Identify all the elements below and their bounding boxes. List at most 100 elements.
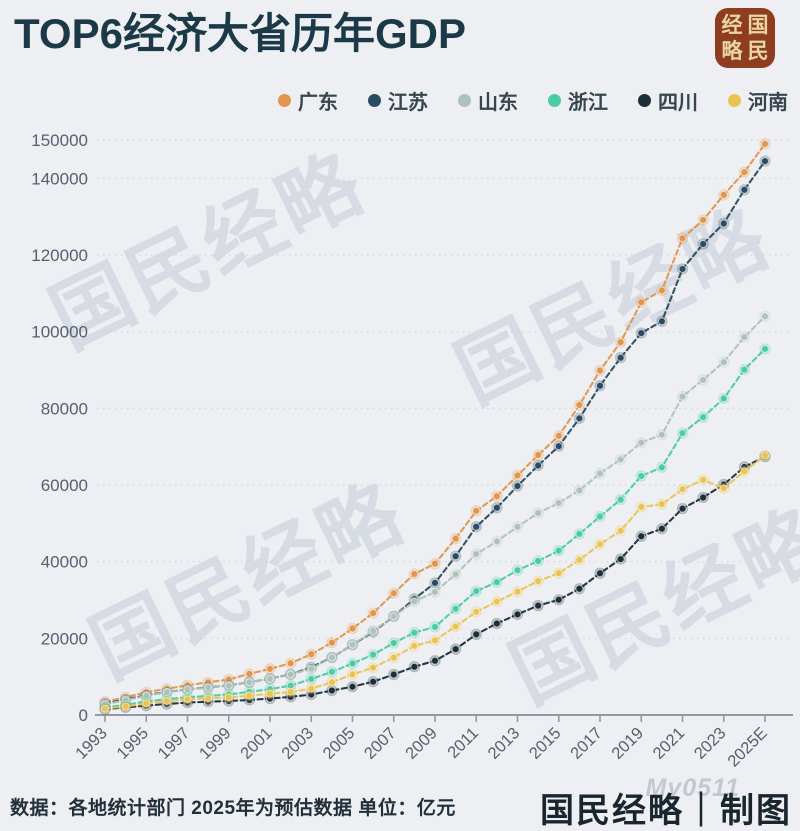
data-point (719, 394, 728, 403)
data-point (492, 503, 501, 512)
data-point (307, 674, 316, 683)
data-point (699, 413, 708, 422)
data-point (657, 286, 666, 295)
data-point (348, 682, 357, 691)
data-point (101, 704, 109, 713)
series-line (103, 142, 767, 703)
data-point (637, 298, 646, 307)
data-point (554, 431, 563, 440)
data-point (534, 461, 543, 470)
data-point (554, 442, 563, 451)
data-point (575, 555, 584, 564)
data-point (224, 693, 233, 702)
data-point (492, 597, 501, 606)
data-point (616, 338, 625, 347)
data-point (472, 522, 481, 531)
data-point (719, 219, 728, 228)
y-axis-tick-label: 140000 (31, 169, 88, 188)
y-axis-tick-label: 60000 (41, 476, 88, 495)
x-axis-tick-label: 1993 (72, 724, 111, 763)
data-point (389, 612, 398, 621)
data-point (740, 185, 749, 194)
credit-signature: 国民经略｜制图 (540, 793, 792, 830)
x-axis-tick-label: 2019 (608, 724, 647, 763)
data-point (369, 609, 378, 618)
data-point (596, 381, 604, 390)
data-point (410, 628, 419, 637)
data-point (369, 627, 378, 636)
data-point (245, 691, 254, 700)
data-point (699, 375, 708, 384)
data-point (348, 670, 357, 679)
data-point (451, 622, 460, 631)
y-axis-tick-label: 40000 (41, 553, 88, 572)
data-point (327, 653, 336, 662)
data-point (554, 499, 563, 508)
brand-logo: 经 国 略 民 (715, 8, 775, 68)
data-point (699, 239, 708, 248)
data-point (142, 699, 151, 708)
data-point (657, 317, 666, 326)
data-point (327, 686, 336, 695)
data-point (719, 190, 728, 199)
legend-label: 浙江 (568, 92, 608, 114)
x-axis-tick-label: 2003 (278, 724, 317, 763)
data-point (678, 234, 687, 243)
data-point (286, 659, 295, 668)
x-axis-tick-label: 1999 (196, 724, 235, 763)
data-point (761, 312, 769, 321)
series-河南 (99, 449, 771, 715)
site-watermark: My0511 (645, 774, 740, 802)
y-axis-tick-label: 20000 (41, 629, 88, 648)
data-point (699, 216, 708, 225)
data-point (410, 569, 419, 578)
data-point (451, 534, 460, 543)
x-axis-tick-label: 2007 (361, 724, 400, 763)
data-point (472, 506, 481, 515)
data-point (761, 451, 769, 460)
data-point (121, 702, 130, 711)
data-point (719, 358, 728, 367)
x-axis-tick-label: 2021 (650, 724, 689, 763)
data-point (204, 694, 213, 703)
data-point (554, 546, 563, 555)
data-point (637, 438, 646, 447)
data-point (492, 619, 501, 628)
data-point (348, 659, 357, 668)
data-point (699, 475, 708, 484)
data-point (657, 500, 666, 509)
legend-item-jiangsu: 江苏 (368, 86, 428, 115)
legend-swatch-icon (638, 94, 651, 107)
data-point (327, 667, 336, 676)
data-point (245, 678, 254, 687)
legend-swatch-icon (728, 94, 741, 107)
data-point (678, 504, 687, 513)
data-point (575, 401, 584, 410)
data-point (657, 463, 666, 472)
data-point (266, 689, 274, 698)
x-axis-tick-label: 2009 (402, 724, 441, 763)
data-point (657, 430, 666, 439)
x-axis-tick-label: 2011 (444, 724, 482, 762)
logo-char: 略 (721, 38, 743, 63)
data-point (431, 622, 439, 631)
data-point (761, 157, 769, 166)
data-point (224, 681, 233, 690)
data-point (596, 366, 604, 375)
data-point (369, 663, 378, 672)
data-point (740, 467, 749, 476)
data-point (596, 569, 604, 578)
series-line (103, 315, 767, 706)
data-point (678, 429, 687, 438)
data-point (410, 641, 419, 650)
legend: 广东 江苏 山东 浙江 四川 河南 (278, 86, 788, 115)
data-point (575, 584, 584, 593)
data-point (348, 624, 357, 633)
data-point (616, 495, 625, 504)
data-point (637, 503, 646, 512)
data-point (472, 550, 481, 558)
data-point (637, 329, 646, 338)
data-point (431, 578, 439, 587)
data-point (513, 610, 522, 619)
